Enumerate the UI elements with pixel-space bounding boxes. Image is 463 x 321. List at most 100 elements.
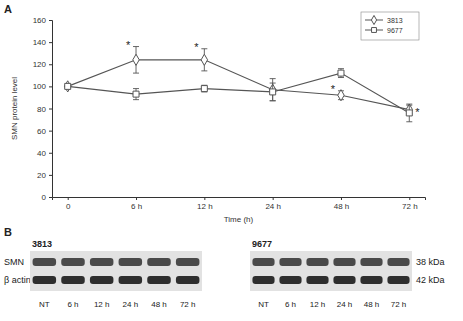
blot-band — [387, 276, 409, 284]
lane-label: NT — [39, 300, 50, 309]
marker — [338, 70, 344, 76]
error-bar — [338, 69, 344, 78]
marker — [65, 83, 71, 89]
error-bar-cap — [338, 68, 344, 69]
x-tick: 0 — [66, 197, 71, 211]
y-tick-label: 0 — [42, 193, 47, 202]
error-bar-cap — [270, 100, 276, 101]
y-tick-label: 60 — [37, 127, 46, 136]
x-tick-mark — [341, 197, 342, 200]
y-tick-label: 160 — [33, 16, 47, 25]
error-bar-cap — [201, 48, 207, 49]
lane-label: 72 h — [180, 300, 196, 309]
lane-label: 12 h — [94, 300, 110, 309]
panel-label: B — [4, 226, 12, 238]
blot-band — [279, 258, 301, 266]
legend-marker — [372, 28, 377, 33]
significance-mark: * — [126, 39, 131, 51]
size-label: 38 kDa — [416, 257, 445, 267]
error-bar — [270, 83, 276, 101]
blot-membrane — [30, 251, 202, 291]
series-line — [68, 73, 410, 113]
legend-marker — [371, 15, 376, 24]
error-bar-cap — [133, 88, 139, 89]
significance-mark: * — [415, 106, 420, 118]
blot-membrane — [250, 251, 412, 291]
error-bar-cap — [406, 104, 412, 105]
x-axis-line — [53, 198, 426, 201]
size-label: 42 kDa — [416, 275, 445, 285]
x-tick: 6 h — [131, 197, 142, 211]
blot-panel: SMN38 kDaβ actin42 kDa3813NT6 h12 h24 h4… — [4, 239, 445, 309]
blot-band — [252, 258, 274, 266]
blot-band — [306, 258, 328, 266]
y-tick-label: 80 — [37, 105, 46, 114]
legend-box — [361, 12, 419, 40]
y-axis: 020406080100120140160 — [33, 16, 53, 202]
y-tick-label: 40 — [37, 149, 46, 158]
blot-title: 9677 — [252, 239, 272, 249]
legend-item: 3813 — [365, 15, 403, 24]
blot: 3813NT6 h12 h24 h48 h72 h — [30, 239, 202, 309]
blot-band — [176, 258, 200, 266]
marker — [133, 54, 139, 65]
marker — [270, 89, 276, 95]
marker — [133, 91, 139, 97]
lane-label: 48 h — [151, 300, 167, 309]
y-tick: 160 — [33, 16, 52, 25]
error-bar — [133, 47, 139, 74]
marker — [201, 54, 207, 65]
y-tick-mark — [49, 175, 52, 176]
marker — [338, 90, 344, 101]
series-line — [68, 60, 410, 110]
blot-band — [176, 276, 200, 284]
x-tick-mark — [136, 197, 137, 200]
y-tick-mark — [49, 86, 52, 87]
blot-band — [360, 276, 382, 284]
row-label: SMN — [4, 257, 24, 267]
error-bar-cap — [270, 78, 276, 79]
blot-band — [306, 276, 328, 284]
y-tick-label: 120 — [33, 60, 47, 69]
blot: 9677NT6 h12 h24 h48 h72 h — [250, 239, 412, 309]
y-tick: 20 — [37, 171, 52, 180]
marker — [201, 86, 207, 92]
error-bar-cap — [133, 73, 139, 74]
y-tick-mark — [49, 197, 52, 198]
y-tick-mark — [49, 42, 52, 43]
significance-mark: * — [194, 41, 199, 53]
y-tick-mark — [49, 64, 52, 65]
x-tick-label: 72 h — [402, 202, 418, 211]
x-tick-mark — [68, 197, 69, 200]
y-tick-mark — [49, 109, 52, 110]
lane-label: 24 h — [123, 300, 139, 309]
x-tick: 12 h — [197, 197, 213, 211]
blot-band — [33, 276, 57, 284]
blot-band — [119, 276, 143, 284]
error-bar — [406, 104, 412, 122]
lane-label: 24 h — [337, 300, 353, 309]
x-axis: 0 6 h 12 h 24 h 48 h 72 h — [53, 197, 426, 211]
legend: 3813 9677 — [361, 12, 419, 40]
blot-band — [33, 258, 57, 266]
blot-band — [147, 276, 171, 284]
legend-label: 9677 — [387, 27, 403, 34]
y-tick-label: 100 — [33, 82, 47, 91]
blot-band — [252, 276, 274, 284]
y-tick: 120 — [33, 60, 52, 69]
series — [64, 47, 412, 116]
error-bar-cap — [270, 83, 276, 84]
plot-area — [64, 47, 412, 122]
error-bar — [201, 85, 207, 92]
legend-label: 3813 — [387, 17, 403, 24]
x-tick: 24 h — [265, 197, 281, 211]
x-tick-mark — [273, 197, 274, 200]
figure: AB02040608010012014016006 h12 h24 h48 h7… — [0, 0, 463, 321]
error-bar — [270, 79, 276, 101]
lane-label: NT — [258, 300, 269, 309]
blot-band — [147, 258, 171, 266]
x-tick-label: 48 h — [334, 202, 350, 211]
error-bar-cap — [133, 46, 139, 47]
y-tick-mark — [49, 20, 52, 21]
x-tick: 72 h — [402, 197, 418, 211]
